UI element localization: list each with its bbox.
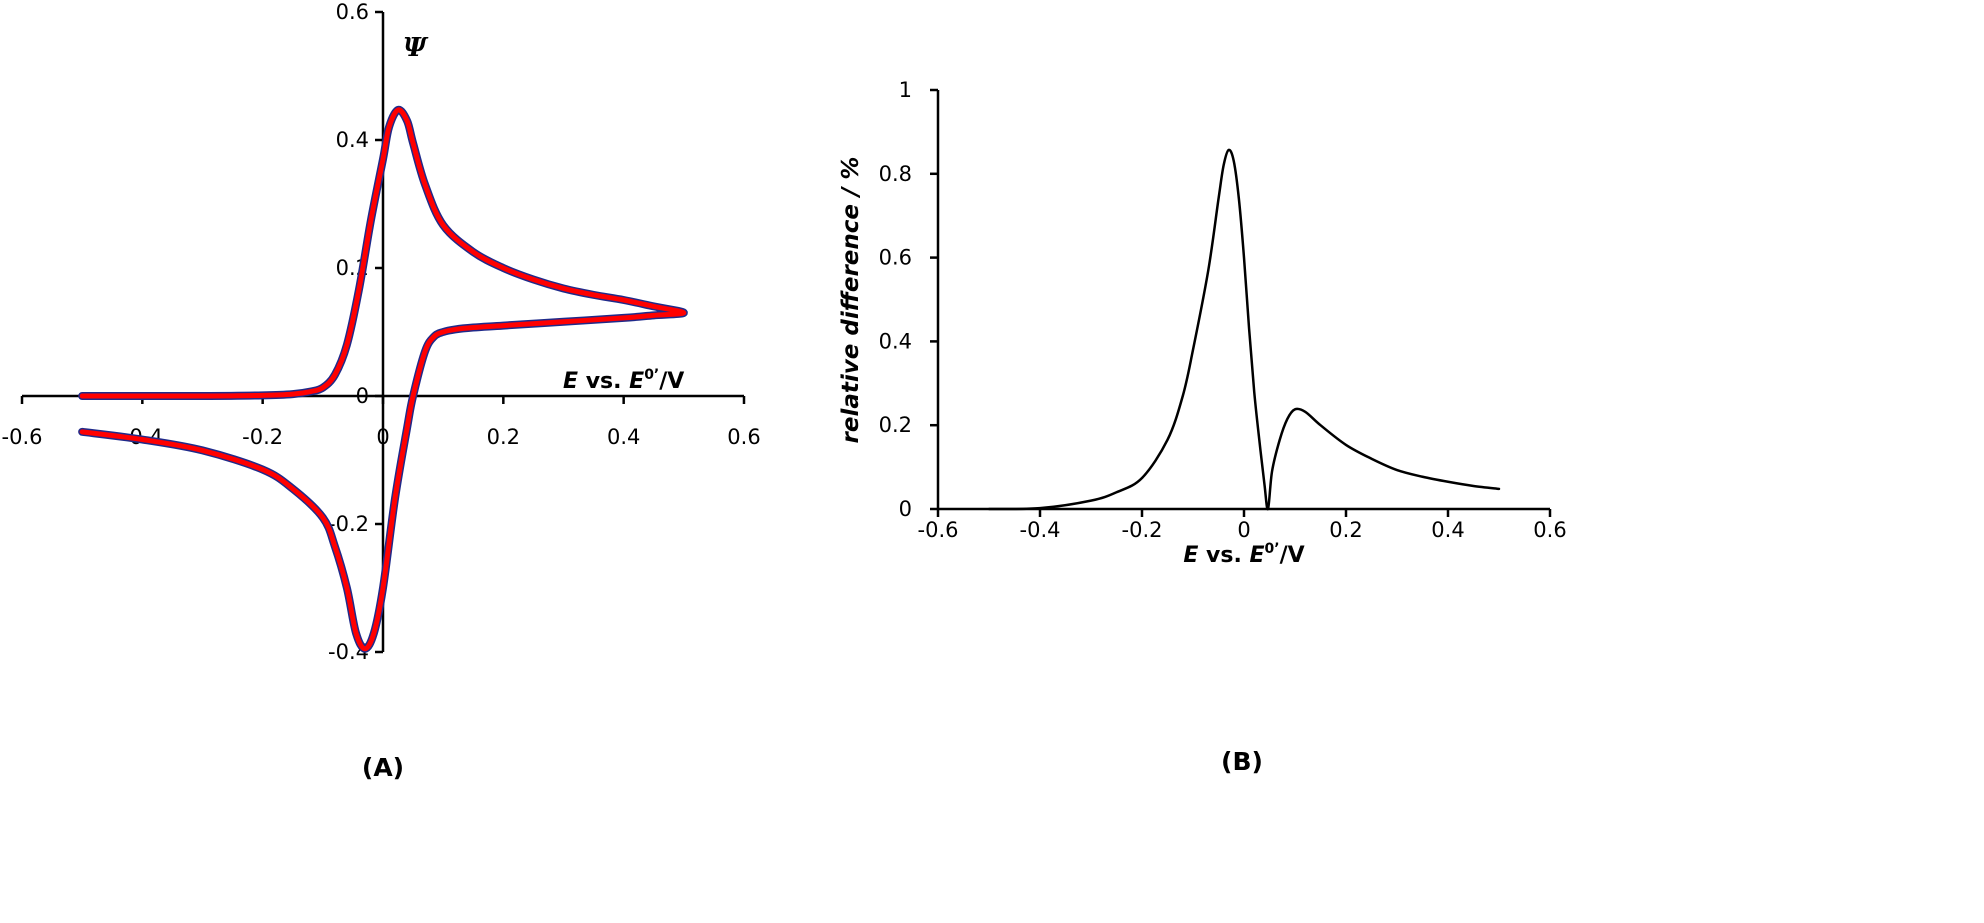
- x-tick-label: -0.2: [242, 425, 283, 449]
- x-tick-label: 0.4: [607, 425, 640, 449]
- y-tick-label: 0.6: [879, 246, 912, 270]
- chart-b-x-axis-label: E vs. E0’/V: [1183, 541, 1304, 568]
- x-label-e: E: [1183, 543, 1198, 568]
- x-label-superscript: 0’: [644, 367, 659, 383]
- chart-b-series: [987, 148, 1501, 511]
- chart-a-series: [78, 105, 688, 653]
- y-tick-label: 0: [899, 497, 912, 521]
- x-label-e0: E: [629, 369, 644, 394]
- x-label-unit: /V: [659, 369, 684, 394]
- x-tick-label: 0.6: [727, 425, 760, 449]
- chart-b-y-tick-labels: 0 0.2 0.4 0.6 0.8 1: [879, 78, 912, 521]
- x-label-vs: vs.: [578, 369, 629, 394]
- chart-b: -0.6 -0.4 -0.2 0 0.2 0.4 0.6 0 0.2 0.4 0.6 0.8 1 re…: [838, 78, 1567, 776]
- x-tick-label: 0.6: [1533, 518, 1566, 542]
- x-tick-label: 0.2: [487, 425, 520, 449]
- y-tick-label: -0.2: [328, 512, 369, 536]
- x-label-e: E: [563, 369, 578, 394]
- x-label-superscript: 0’: [1265, 541, 1280, 557]
- chart-b-axes: [930, 88, 1552, 517]
- x-tick-label: 0: [376, 425, 389, 449]
- chart-a-panel-label: (A): [362, 753, 404, 782]
- y-tick-label: 0.2: [879, 413, 912, 437]
- chart-b-y-axis-label: relative difference / %: [838, 157, 864, 444]
- x-tick-label: 0.4: [1431, 518, 1464, 542]
- x-tick-label: -0.4: [1020, 518, 1061, 542]
- chart-a-x-tick-labels: -0.6 -0.4 -0.2 0 0.2 0.4 0.6: [2, 425, 761, 449]
- x-tick-label: -0.6: [918, 518, 959, 542]
- x-label-unit: /V: [1280, 543, 1305, 568]
- y-tick-label: 0.4: [879, 329, 912, 353]
- chart-a-axes: [20, 10, 746, 654]
- x-label-e0: E: [1250, 543, 1265, 568]
- y-tick-label: 0: [356, 384, 369, 408]
- x-label-vs: vs.: [1198, 543, 1249, 568]
- series-line: [987, 148, 1501, 511]
- series-line: [79, 107, 687, 652]
- x-tick-label: 0: [1237, 518, 1250, 542]
- chart-a: -0.6 -0.4 -0.2 0 0.2 0.4 0.6 -0.4-0.200.20.40.…: [2, 0, 761, 782]
- chart-b-x-tick-labels: -0.6 -0.4 -0.2 0 0.2 0.4 0.6: [918, 518, 1567, 542]
- chart-a-y-axis-label: Ψ: [403, 33, 429, 63]
- x-tick-label: -0.6: [2, 425, 43, 449]
- chart-a-x-axis-label: E vs. E0’/V: [563, 367, 684, 394]
- y-tick-label: 0.8: [879, 162, 912, 186]
- y-tick-label: 0.6: [336, 0, 369, 24]
- x-tick-label: -0.2: [1122, 518, 1163, 542]
- y-tick-label: 0.4: [336, 128, 369, 152]
- x-tick-label: 0.2: [1329, 518, 1362, 542]
- chart-b-panel-label: (B): [1221, 747, 1263, 776]
- y-tick-label: 1: [899, 78, 912, 102]
